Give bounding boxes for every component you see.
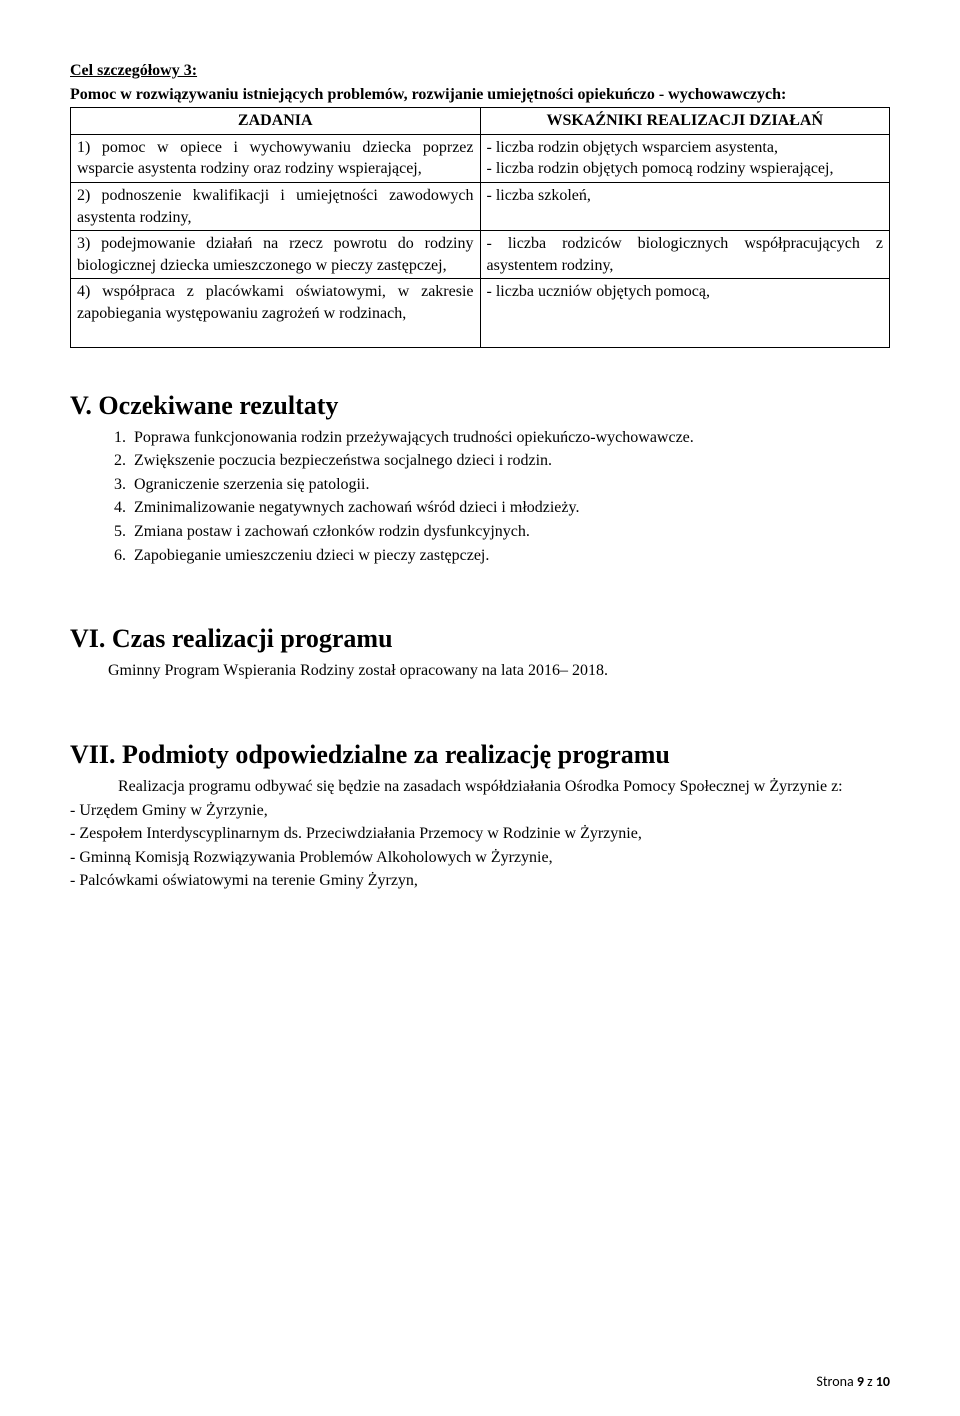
section-7-lead: Realizacja programu odbywać się będzie n…	[70, 776, 890, 798]
results-list: Poprawa funkcjonowania rodzin przeżywają…	[108, 427, 890, 567]
list-item: - Palcówkami oświatowymi na terenie Gmin…	[70, 870, 890, 892]
col-header-tasks: ZADANIA	[71, 108, 481, 135]
footer-of: z	[864, 1373, 876, 1390]
task-cell: 3) podejmowanie działań na rzecz powrotu…	[71, 231, 481, 279]
table-row: 3) podejmowanie działań na rzecz powrotu…	[71, 231, 890, 279]
list-item: - Gminną Komisją Rozwiązywania Problemów…	[70, 847, 890, 869]
list-item: Zwiększenie poczucia bezpieczeństwa socj…	[130, 450, 890, 472]
goal-heading: Cel szczegółowy 3:	[70, 60, 890, 82]
list-item: Ograniczenie szerzenia się patologii.	[130, 474, 890, 496]
list-item: Poprawa funkcjonowania rodzin przeżywają…	[130, 427, 890, 449]
page-footer: Strona 9 z 10	[816, 1373, 890, 1392]
task-cell: 4) współpraca z placówkami oświatowymi, …	[71, 279, 481, 347]
section-5-title: V. Oczekiwane rezultaty	[70, 388, 890, 423]
footer-page: 9	[857, 1373, 864, 1390]
table-row: 4) współpraca z placówkami oświatowymi, …	[71, 279, 890, 347]
indicator-cell: - liczba szkoleń,	[480, 182, 890, 230]
indicator-cell: - liczba rodzin objętych wsparciem asyst…	[480, 134, 890, 182]
list-item: - Urzędem Gminy w Żyrzynie,	[70, 800, 890, 822]
task-cell: 1) pomoc w opiece i wychowywaniu dziecka…	[71, 134, 481, 182]
section-7-title: VII. Podmioty odpowiedzialne za realizac…	[70, 737, 890, 772]
indicator-cell: - liczba rodziców biologicznych współpra…	[480, 231, 890, 279]
list-item: Zmiana postaw i zachowań członków rodzin…	[130, 521, 890, 543]
table-row: 2) podnoszenie kwalifikacji i umiejętnoś…	[71, 182, 890, 230]
task-cell: 2) podnoszenie kwalifikacji i umiejętnoś…	[71, 182, 481, 230]
table-row: 1) pomoc w opiece i wychowywaniu dziecka…	[71, 134, 890, 182]
section-6-body: Gminny Program Wspierania Rodziny został…	[108, 660, 890, 682]
indicator-cell: - liczba uczniów objętych pomocą,	[480, 279, 890, 347]
list-item: Zapobieganie umieszczeniu dzieci w piecz…	[130, 545, 890, 567]
list-item: Zminimalizowanie negatywnych zachowań wś…	[130, 497, 890, 519]
footer-label: Strona	[816, 1373, 856, 1390]
section-6-title: VI. Czas realizacji programu	[70, 621, 890, 656]
goal-intro: Pomoc w rozwiązywaniu istniejących probl…	[70, 84, 890, 106]
col-header-indicators: WSKAŹNIKI REALIZACJI DZIAŁAŃ	[480, 108, 890, 135]
list-item: - Zespołem Interdyscyplinarnym ds. Przec…	[70, 823, 890, 845]
footer-total: 10	[876, 1373, 890, 1390]
goal-table: ZADANIA WSKAŹNIKI REALIZACJI DZIAŁAŃ 1) …	[70, 107, 890, 347]
